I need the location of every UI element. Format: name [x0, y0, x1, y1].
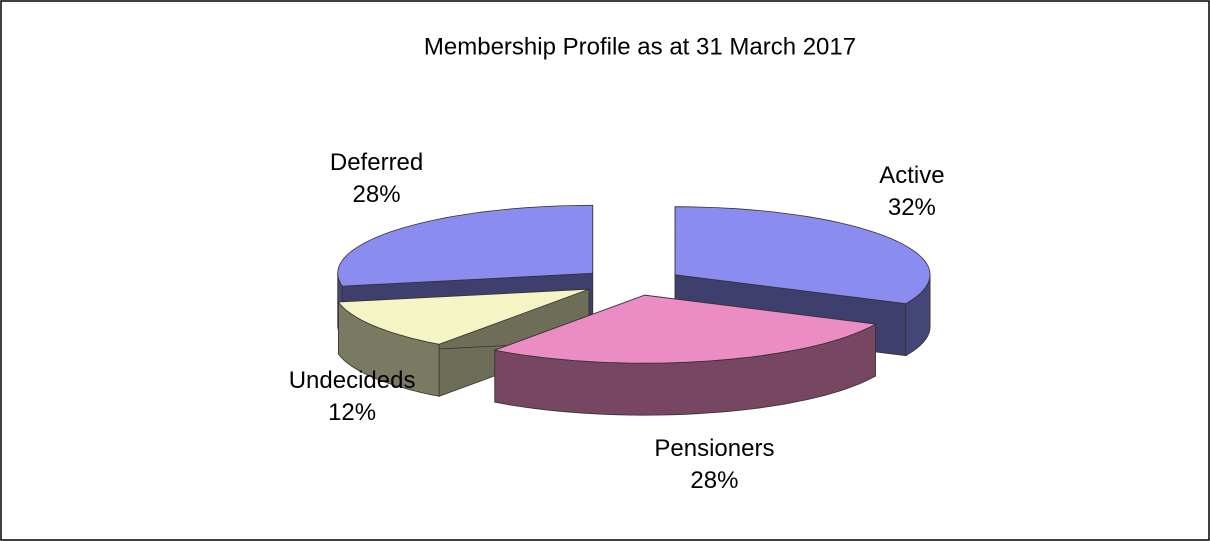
slice-value-label: 12%: [328, 399, 376, 426]
slice-label: Deferred: [330, 149, 423, 176]
slice-label: Undecideds: [289, 367, 416, 394]
slice: [674, 206, 931, 305]
slice-value-label: 28%: [690, 467, 738, 494]
slice-label: Active: [879, 162, 944, 189]
slice-value-label: 32%: [888, 194, 936, 221]
slice: [337, 288, 590, 345]
slice-label: Pensioners: [654, 435, 774, 462]
slice-value-label: 28%: [353, 181, 401, 208]
slice: [493, 294, 877, 364]
chart-title: Membership Profile as at 31 March 2017: [424, 33, 856, 60]
slice: [337, 204, 594, 287]
